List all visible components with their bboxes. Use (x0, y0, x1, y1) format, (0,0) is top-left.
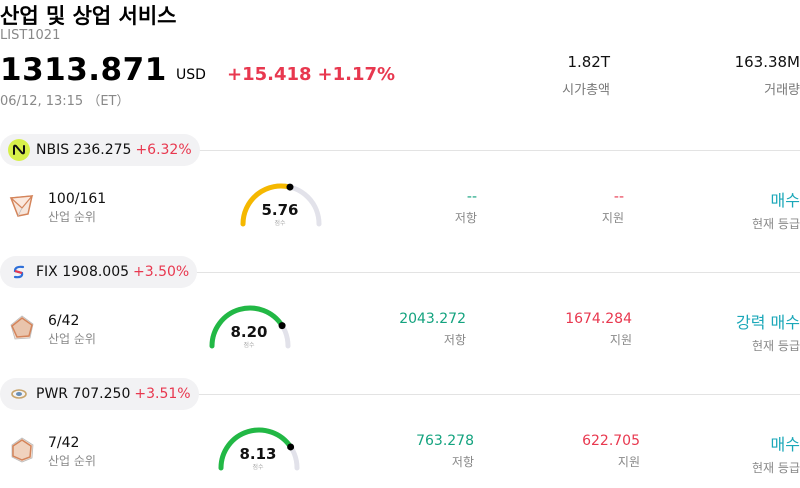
rating-block: 매수 현재 등급 (752, 187, 800, 232)
score-value: 5.76 (261, 201, 299, 219)
support-label: 지원 (609, 333, 632, 347)
support-value: 622.705 (582, 433, 640, 449)
stock-change: +6.32% (135, 142, 192, 158)
stock-symbol-price: PWR 707.250 (36, 386, 131, 402)
stock-section: PWR 707.250 +3.51% 7/42 산업 순위 8.13 점수 76… (0, 378, 800, 488)
stock-change: +3.50% (133, 264, 190, 280)
stock-pill[interactable]: NBIS 236.275 +6.32% (0, 134, 200, 166)
support-label: 지원 (617, 455, 640, 469)
volume-value: 163.38M (734, 53, 800, 71)
resistance-label: 저항 (451, 455, 474, 469)
price-change: +15.418 +1.17% (227, 64, 395, 85)
section-divider (190, 394, 800, 395)
current-rating-label: 현재 등급 (752, 461, 800, 475)
section-divider (190, 272, 800, 273)
industry-rank-icon (11, 437, 34, 463)
industry-rank-icon (10, 315, 34, 340)
index-price: 1313.871 (0, 52, 167, 88)
resistance-block: 2043.272 저항 (399, 311, 466, 348)
support-label: 지원 (601, 211, 624, 225)
stock-symbol-price: NBIS 236.275 (36, 142, 132, 158)
rating-block: 강력 매수 현재 등급 (736, 309, 800, 354)
score-gauge (209, 305, 291, 349)
quanta-logo-icon (8, 383, 30, 405)
market-cap-label: 시가총액 (562, 83, 610, 98)
resistance-label: 저항 (454, 211, 477, 225)
price-change-percent: +1.17% (317, 64, 396, 85)
price-change-absolute: +15.418 (227, 64, 312, 85)
score-label: 점수 (252, 464, 264, 471)
industry-rank-label: 산업 순위 (48, 332, 96, 346)
current-rating[interactable]: 강력 매수 (736, 313, 800, 332)
industry-rank: 7/42 (48, 435, 80, 451)
stock-change: +3.51% (134, 386, 191, 402)
resistance-value: 763.278 (416, 433, 474, 449)
nebius-logo-icon (8, 139, 30, 161)
stock-pill[interactable]: PWR 707.250 +3.51% (0, 378, 199, 410)
support-value: -- (613, 189, 624, 205)
resistance-value: 2043.272 (399, 311, 466, 327)
industry-rank: 100/161 (48, 191, 107, 207)
index-ticker: LIST1021 (0, 28, 61, 43)
industry-rank: 6/42 (48, 313, 80, 329)
stock-section: NBIS 236.275 +6.32% 100/161 산업 순위 5.76 점… (0, 134, 800, 254)
current-rating[interactable]: 매수 (770, 435, 800, 454)
score-value: 8.13 (239, 445, 277, 463)
score-label: 점수 (274, 220, 286, 227)
support-block: 1674.284 지원 (565, 311, 632, 348)
current-rating-label: 현재 등급 (752, 339, 800, 353)
stock-symbol-price: FIX 1908.005 (36, 264, 130, 280)
resistance-value: -- (466, 189, 477, 205)
resistance-block: -- 저항 (455, 189, 477, 226)
support-block: -- 지원 (602, 189, 624, 226)
quote-datetime: 06/12, 13:15 （ET） (0, 94, 130, 109)
score-gauge (218, 427, 300, 471)
industry-rank-label: 산업 순위 (48, 210, 96, 224)
volume-stat: 163.38M 거래량 (735, 53, 800, 98)
current-rating-label: 현재 등급 (752, 217, 800, 231)
score-value: 8.20 (230, 323, 268, 341)
stock-section: FIX 1908.005 +3.50% 6/42 산업 순위 8.20 점수 2… (0, 256, 800, 376)
market-cap-stat: 1.82T 시가총액 (562, 53, 610, 98)
section-divider (190, 150, 800, 151)
stock-pill[interactable]: FIX 1908.005 +3.50% (0, 256, 198, 288)
volume-label: 거래량 (764, 83, 800, 98)
industry-rank-label: 산업 순위 (48, 454, 96, 468)
rating-block: 매수 현재 등급 (752, 431, 800, 476)
price-currency: USD (176, 67, 206, 83)
comfort-systems-logo-icon (8, 261, 30, 283)
resistance-block: 763.278 저항 (416, 433, 474, 470)
market-cap-value: 1.82T (567, 53, 610, 71)
support-block: 622.705 지원 (582, 433, 640, 470)
score-label: 점수 (243, 342, 255, 349)
current-rating[interactable]: 매수 (770, 191, 800, 210)
page-title: 산업 및 상업 서비스 (0, 4, 177, 28)
resistance-label: 저항 (443, 333, 466, 347)
industry-rank-icon (9, 195, 34, 217)
support-value: 1674.284 (565, 311, 632, 327)
score-gauge (240, 183, 322, 227)
